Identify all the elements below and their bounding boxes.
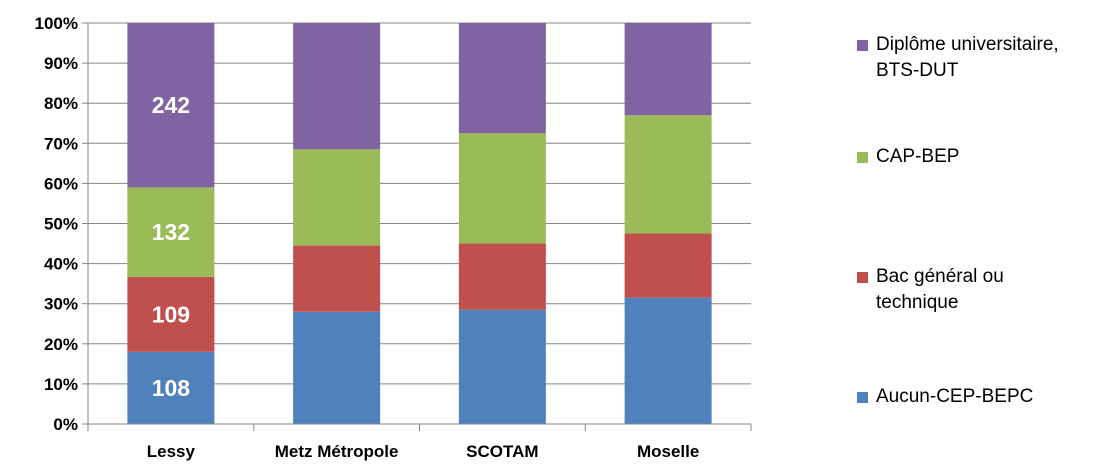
y-tick-label: 30% [44, 295, 78, 314]
y-tick-label: 20% [44, 335, 78, 354]
y-tick-label: 70% [44, 134, 78, 153]
x-tick-label: Metz Métropole [275, 442, 399, 461]
x-tick-label: Moselle [637, 442, 699, 461]
bar-segment [458, 243, 546, 310]
legend-label: BTS-DUT [876, 60, 959, 81]
legend-label: Diplôme universitaire, [876, 34, 1059, 55]
data-label: 108 [152, 375, 191, 401]
legend-label: technique [876, 292, 958, 313]
legend-swatch [857, 152, 868, 163]
legend-swatch [857, 40, 868, 51]
legend-swatch [857, 392, 868, 403]
legend-label: Aucun-CEP-BEPC [876, 386, 1033, 407]
bar-segment [458, 23, 546, 134]
y-tick-label: 10% [44, 375, 78, 394]
legend-label: CAP-BEP [876, 146, 959, 167]
bar-segment [624, 297, 712, 424]
bar-segment [293, 149, 381, 246]
bar-segment [458, 309, 546, 424]
bar-segment [624, 115, 712, 234]
y-tick-label: 60% [44, 174, 78, 193]
bar-segment [293, 311, 381, 424]
y-tick-label: 100% [35, 14, 78, 33]
y-tick-label: 80% [44, 94, 78, 113]
data-label: 242 [152, 92, 190, 118]
y-tick-label: 0% [53, 415, 78, 434]
data-label: 109 [152, 301, 190, 327]
data-label: 132 [152, 219, 190, 245]
x-tick-label: SCOTAM [466, 442, 538, 461]
bar-segment [624, 233, 712, 298]
x-tick-label: Lessy [147, 442, 196, 461]
bar-segment [127, 276, 215, 352]
bar-segment [624, 23, 712, 116]
bar-segment [127, 23, 215, 188]
bar-segment [127, 351, 215, 424]
y-tick-label: 90% [44, 54, 78, 73]
bar-segment [293, 23, 381, 150]
axes: 0% 10% 20% 30% 40% 50% 60% 70% 80% 90% 100% Lessy Me… [35, 14, 752, 461]
legend: Diplôme universitaire, BTS-DUT CAP-BEP Bac … [857, 34, 1059, 407]
bar-segment [293, 245, 381, 312]
bars [127, 23, 712, 424]
bar-segment [458, 133, 546, 244]
data-labels: 108 109 132 242 [152, 92, 191, 401]
bar-segment [127, 187, 215, 277]
y-tick-label: 40% [44, 255, 78, 274]
legend-label: Bac général ou [876, 266, 1004, 287]
y-tick-label: 50% [44, 215, 78, 234]
legend-swatch [857, 272, 868, 283]
